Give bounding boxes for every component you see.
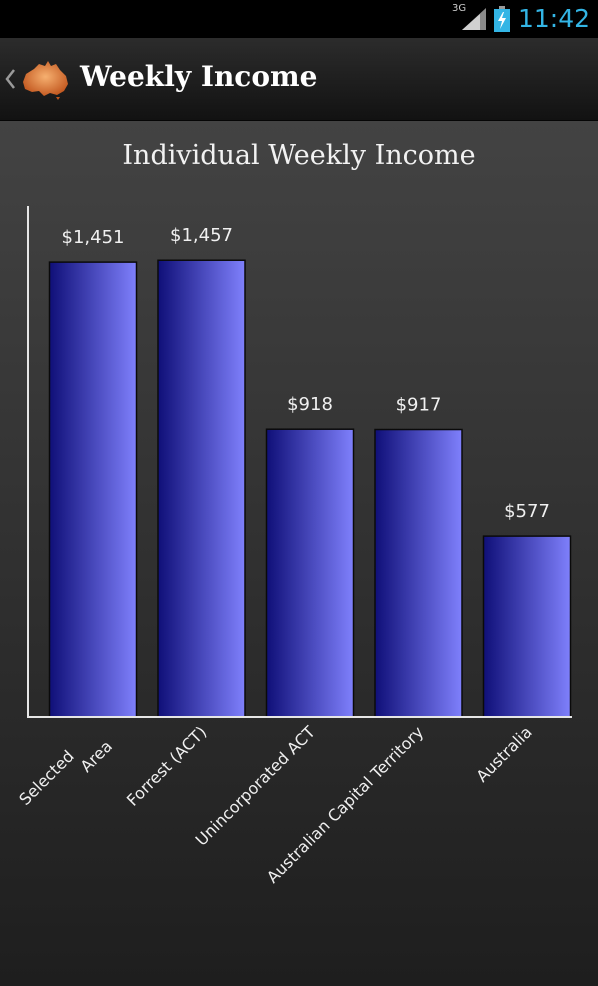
data-label-4: $577 <box>504 501 550 522</box>
data-label-2: $918 <box>287 394 333 415</box>
data-label-0: $1,451 <box>62 227 125 248</box>
status-bar: 3G 11:42 <box>0 0 598 38</box>
network-type: 3G <box>452 3 467 14</box>
action-bar: Weekly Income <box>0 38 598 121</box>
category-label-0: SelectedArea <box>15 722 116 823</box>
bar-0 <box>48 261 138 718</box>
screen-title: Weekly Income <box>80 60 318 93</box>
bar-1 <box>157 259 246 718</box>
signal-icon <box>462 8 486 30</box>
status-clock: 11:42 <box>517 4 590 33</box>
bar-2 <box>265 428 355 718</box>
chevron-left-icon[interactable] <box>4 68 16 90</box>
data-label-1: $1,457 <box>170 225 233 246</box>
bar-4 <box>482 535 572 718</box>
category-label-4: Australia <box>472 722 535 785</box>
category-label-2: Unincorporated ACT <box>192 722 319 849</box>
data-label-3: $917 <box>396 395 442 416</box>
category-label-1: Forrest (ACT) <box>123 722 210 809</box>
australia-map-icon[interactable] <box>20 60 70 100</box>
battery-charging-icon <box>494 6 510 32</box>
bar-3 <box>374 428 463 718</box>
chart-title: Individual Weekly Income <box>122 140 476 171</box>
